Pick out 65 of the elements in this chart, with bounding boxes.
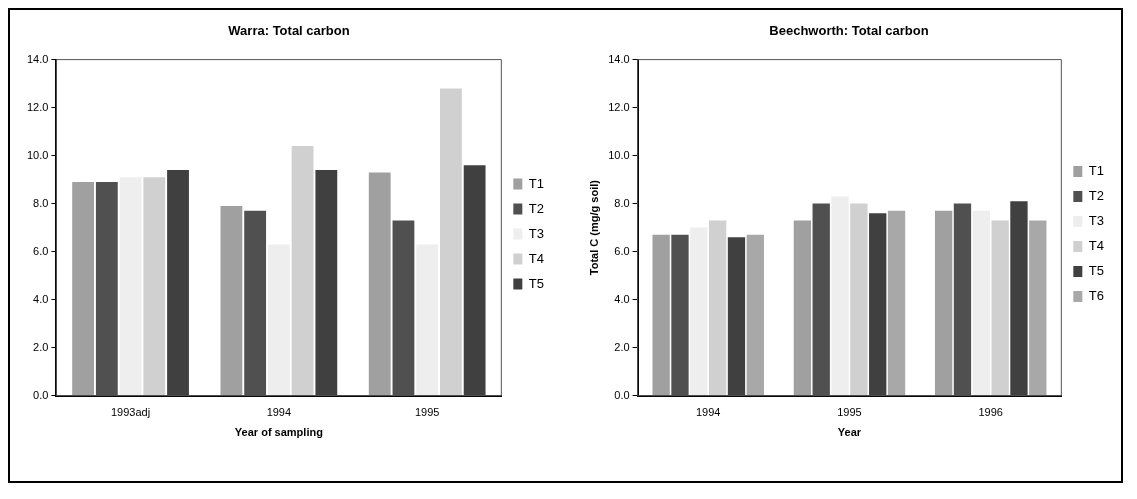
legend-label: T4	[1088, 238, 1104, 254]
legend-label: T2	[1088, 188, 1104, 204]
legend-label: T6	[1088, 288, 1104, 304]
bar	[267, 244, 290, 396]
bar	[708, 220, 727, 396]
bar	[869, 213, 887, 396]
chart-title: Warra: Total carbon	[228, 23, 350, 39]
x-tick-label: 1996	[978, 406, 1003, 419]
bar	[690, 227, 708, 396]
bar	[368, 172, 391, 396]
bar	[463, 165, 486, 396]
x-tick-label: 1994	[695, 406, 721, 419]
bar	[850, 203, 868, 396]
y-tick-label: 4.0	[33, 292, 49, 305]
x-tick-label: 1994	[266, 406, 292, 419]
y-tick-label: 12.0	[608, 100, 630, 113]
bar	[315, 170, 338, 396]
y-tick-label: 2.0	[33, 340, 49, 353]
bar	[1010, 201, 1028, 396]
bar	[1029, 220, 1047, 396]
bar	[934, 210, 953, 396]
y-tick-label: 4.0	[614, 292, 630, 305]
y-tick-label: 0.0	[33, 388, 49, 401]
y-tick-label: 10.0	[608, 148, 630, 161]
bar	[167, 170, 189, 396]
y-tick-label: 14.0	[608, 52, 630, 65]
legend-label: T3	[1088, 213, 1104, 229]
bar	[416, 244, 439, 396]
bar	[727, 237, 746, 396]
x-tick-label: 1995	[414, 406, 440, 419]
x-axis-title: Year of sampling	[234, 426, 323, 439]
bar	[439, 88, 462, 396]
y-tick-label: 10.0	[26, 148, 49, 161]
bar	[143, 177, 166, 396]
y-tick-label: 0.0	[614, 388, 630, 401]
bar	[72, 182, 95, 396]
legend-label: T4	[528, 250, 544, 266]
bar	[119, 177, 142, 396]
bar	[746, 234, 764, 396]
y-axis-title: Total C (mg/g soil)	[587, 179, 600, 276]
x-axis-title: Year	[837, 426, 862, 439]
bar	[220, 206, 243, 396]
y-tick-label: 6.0	[614, 244, 630, 257]
bar	[291, 146, 314, 396]
bar	[887, 210, 906, 396]
x-tick-label: 1995	[837, 406, 862, 419]
legend-label: T5	[1088, 263, 1104, 279]
y-tick-label: 8.0	[33, 196, 49, 209]
bar	[991, 220, 1009, 396]
y-tick-label: 14.0	[26, 52, 49, 65]
x-tick-label: 1993adj	[110, 406, 151, 419]
bar	[793, 220, 812, 396]
legend-label: T2	[528, 200, 544, 216]
y-tick-label: 12.0	[26, 100, 49, 113]
legend-label: T3	[528, 225, 544, 241]
bar	[652, 234, 670, 396]
y-tick-label: 2.0	[614, 340, 630, 353]
legend-label: T1	[528, 175, 544, 191]
legend-label: T1	[1088, 163, 1104, 179]
legend-label: T5	[528, 275, 544, 291]
bar	[972, 210, 990, 396]
chart-title: Beechworth: Total carbon	[769, 23, 929, 39]
y-tick-label: 8.0	[614, 196, 630, 209]
bar	[831, 196, 849, 396]
y-tick-label: 6.0	[33, 244, 49, 257]
